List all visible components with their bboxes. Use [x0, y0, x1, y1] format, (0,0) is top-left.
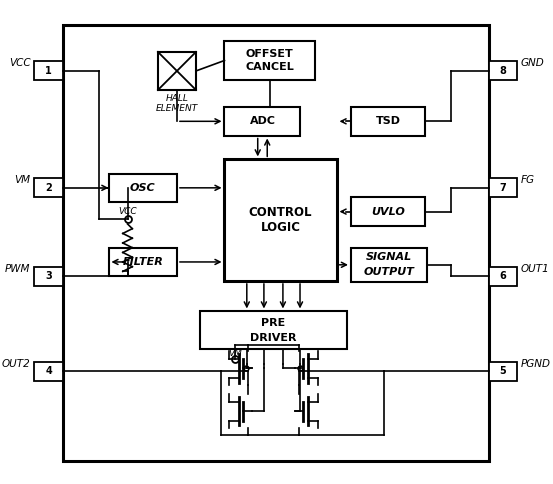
Text: ADC: ADC — [249, 116, 275, 126]
Text: 7: 7 — [499, 183, 507, 193]
Bar — [225, 159, 337, 281]
Text: HALL: HALL — [165, 94, 189, 103]
Text: VCC: VCC — [9, 59, 30, 68]
Bar — [108, 248, 177, 276]
Text: GND: GND — [521, 59, 545, 68]
Bar — [34, 61, 63, 80]
Text: OUTPUT: OUTPUT — [363, 267, 414, 277]
Text: UVLO: UVLO — [371, 207, 405, 217]
Text: 3: 3 — [45, 271, 52, 281]
Text: ELEMENT: ELEMENT — [156, 104, 198, 112]
Bar — [489, 61, 517, 80]
Text: PRE: PRE — [261, 318, 285, 328]
Text: DRIVER: DRIVER — [250, 333, 296, 343]
Bar — [489, 362, 517, 381]
Bar — [34, 178, 63, 197]
Text: 6: 6 — [499, 271, 507, 281]
Text: FG: FG — [521, 175, 535, 185]
Text: SIGNAL: SIGNAL — [366, 252, 412, 262]
Bar — [351, 107, 425, 136]
Text: OFFSET: OFFSET — [246, 49, 294, 59]
Text: FILTER: FILTER — [122, 257, 163, 267]
Text: 8: 8 — [499, 66, 507, 76]
Bar — [108, 174, 177, 202]
Text: CONTROL: CONTROL — [249, 206, 312, 219]
Bar — [34, 362, 63, 381]
Bar — [158, 52, 196, 90]
Text: 1: 1 — [45, 66, 52, 76]
Text: 5: 5 — [499, 366, 507, 376]
Bar — [225, 107, 300, 136]
Bar — [351, 197, 425, 226]
Text: PWM: PWM — [5, 264, 30, 273]
Text: 2: 2 — [45, 183, 52, 193]
Text: 4: 4 — [45, 366, 52, 376]
Text: OUT1: OUT1 — [521, 264, 550, 273]
Bar — [351, 248, 427, 282]
Text: VM: VM — [228, 348, 242, 358]
Text: VCC: VCC — [118, 207, 137, 216]
Text: TSD: TSD — [375, 116, 400, 126]
Text: CANCEL: CANCEL — [245, 62, 294, 72]
Text: VM: VM — [14, 175, 30, 185]
Bar — [200, 311, 347, 349]
Bar — [34, 267, 63, 286]
Bar — [225, 41, 315, 80]
Text: LOGIC: LOGIC — [260, 221, 300, 234]
Bar — [489, 267, 517, 286]
Bar — [489, 178, 517, 197]
Bar — [63, 25, 489, 461]
Text: OUT2: OUT2 — [2, 359, 30, 369]
Text: OSC: OSC — [130, 183, 155, 193]
Text: PGND: PGND — [521, 359, 551, 369]
